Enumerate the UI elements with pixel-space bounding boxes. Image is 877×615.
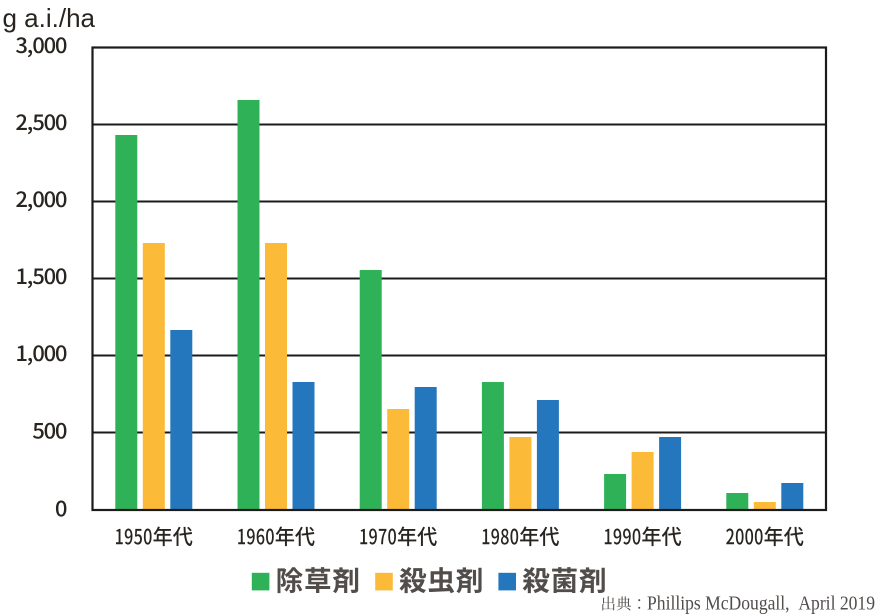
svg-text:Phillips McDougall, April 201: Phillips McDougall, April 2019: [647, 592, 875, 614]
svg-text:g a.i./ha: g a.i./ha: [3, 3, 96, 33]
